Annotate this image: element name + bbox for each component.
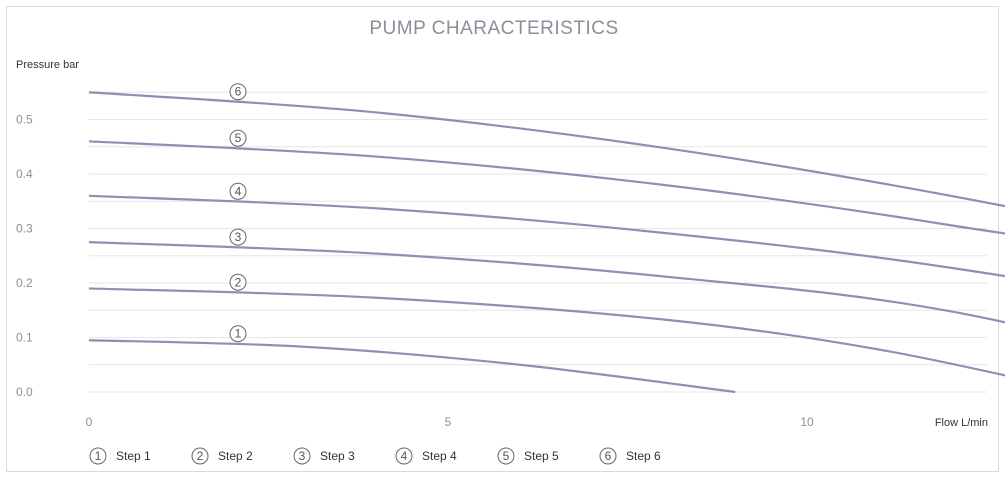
marker-circle xyxy=(229,129,247,147)
legend-marker-circle xyxy=(293,447,311,465)
legend-marker-number: 2 xyxy=(197,449,204,463)
legend-item-step-2: 2 Step 2 xyxy=(191,447,253,465)
legend-marker-circle xyxy=(89,447,107,465)
y-tick-label: 0.1 xyxy=(16,331,33,345)
legend-label: Step 6 xyxy=(626,449,661,463)
legend-label: Step 2 xyxy=(218,449,253,463)
marker-number: 3 xyxy=(235,230,242,244)
series-lines xyxy=(88,91,1005,394)
series-line-step-2 xyxy=(88,287,1005,377)
y-tick-label: 0.2 xyxy=(16,276,33,290)
legend-label: Step 1 xyxy=(116,449,151,463)
curve-marker-step-2: 2 xyxy=(229,273,247,291)
y-tick-label: 0.4 xyxy=(16,167,33,181)
legend-item-step-1: 1 Step 1 xyxy=(89,447,151,465)
y-tick-label: 0.3 xyxy=(16,222,33,236)
series-line-step-4 xyxy=(88,194,1005,278)
legend-label: Step 5 xyxy=(524,449,559,463)
series-line-step-6 xyxy=(88,91,1005,208)
y-tick-label: 0.0 xyxy=(16,385,33,399)
grid-lines xyxy=(89,91,987,393)
x-tick-label: 0 xyxy=(86,415,93,429)
marker-number: 5 xyxy=(235,131,242,145)
legend-item-step-5: 5 Step 5 xyxy=(497,447,559,465)
legend-label: Step 4 xyxy=(422,449,457,463)
legend-item-step-3: 3 Step 3 xyxy=(293,447,355,465)
chart-title: PUMP CHARACTERISTICS xyxy=(369,18,618,39)
legend-marker-number: 3 xyxy=(299,449,306,463)
legend-marker-circle xyxy=(191,447,209,465)
curve-marker-step-1: 1 xyxy=(229,325,247,343)
curve-marker-step-3: 3 xyxy=(229,228,247,246)
legend-marker-circle xyxy=(599,447,617,465)
marker-circle xyxy=(229,83,247,101)
marker-circle xyxy=(229,273,247,291)
marker-number: 2 xyxy=(235,275,242,289)
series-line-step-5 xyxy=(88,140,1005,235)
legend-item-step-4: 4 Step 4 xyxy=(395,447,457,465)
y-tick-labels: 0.0 0.1 0.2 0.3 0.4 0.5 xyxy=(16,113,33,400)
legend-marker-number: 1 xyxy=(95,449,102,463)
legend-item-step-6: 6 Step 6 xyxy=(599,447,661,465)
x-axis-label: Flow L/min xyxy=(935,417,988,429)
marker-circle xyxy=(229,228,247,246)
x-tick-label: 5 xyxy=(445,415,452,429)
curve-markers: 1 2 3 4 5 6 xyxy=(229,83,247,343)
curve-marker-step-4: 4 xyxy=(229,182,247,200)
legend-marker-circle xyxy=(497,447,515,465)
legend-label: Step 3 xyxy=(320,449,355,463)
legend-marker-circle xyxy=(395,447,413,465)
chart-frame xyxy=(6,6,999,472)
curve-marker-step-6: 6 xyxy=(229,83,247,101)
series-line-step-1 xyxy=(88,339,736,394)
x-tick-labels: 05101520 xyxy=(86,415,814,429)
legend-marker-number: 4 xyxy=(401,449,408,463)
marker-number: 4 xyxy=(235,184,242,198)
y-tick-label: 0.5 xyxy=(16,113,33,127)
legend-marker-number: 5 xyxy=(503,449,510,463)
marker-circle xyxy=(229,182,247,200)
legend-marker-number: 6 xyxy=(605,449,612,463)
marker-number: 1 xyxy=(235,327,242,341)
series-line-step-3 xyxy=(88,241,1005,324)
marker-circle xyxy=(229,325,247,343)
legend: 1 Step 1 2 Step 2 3 Step 3 4 Step 4 5 Step 5 6 Step… xyxy=(89,447,661,465)
curve-marker-step-5: 5 xyxy=(229,129,247,147)
marker-number: 6 xyxy=(235,85,242,99)
x-tick-label: 10 xyxy=(800,415,814,429)
y-axis-label: Pressure bar xyxy=(16,59,79,71)
